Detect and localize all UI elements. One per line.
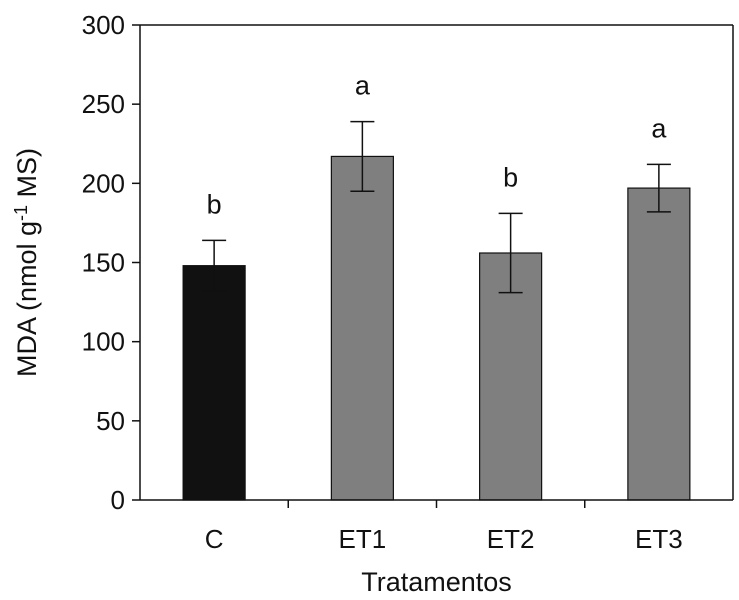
bar: [330, 155, 394, 501]
x-axis-ticks: C ET1 ET2 ET3: [205, 500, 683, 554]
significance-letter: b: [503, 162, 518, 192]
bar: [182, 265, 246, 501]
x-tick-label: ET1: [339, 524, 387, 554]
x-tick-label: C: [205, 524, 224, 554]
y-tick-label: 0: [111, 485, 125, 515]
y-axis-title-main: MDA (nmol g: [12, 221, 42, 377]
significance-letters: b a b a: [207, 71, 668, 220]
error-bars: [202, 120, 671, 294]
y-axis-title-superscript: -1: [11, 205, 31, 221]
y-tick-label: 250: [82, 89, 125, 119]
x-axis-title: Tratamentos: [361, 567, 512, 597]
bars: [182, 155, 691, 501]
y-tick-label: 150: [82, 248, 125, 278]
significance-letter: a: [355, 71, 371, 101]
significance-letter: a: [651, 113, 667, 143]
y-tick-label: 50: [96, 406, 125, 436]
y-tick-label: 100: [82, 327, 125, 357]
y-tick-label: 200: [82, 168, 125, 198]
significance-letter: b: [207, 189, 222, 219]
y-axis-title: MDA (nmol g-1 MS): [11, 148, 42, 377]
bar: [627, 187, 691, 501]
y-tick-label: 300: [82, 10, 125, 40]
y-axis-ticks: 0 50 100 150 200 250 300: [82, 10, 140, 515]
y-axis-title-suffix: MS): [12, 148, 42, 205]
x-tick-label: ET3: [635, 524, 683, 554]
x-tick-label: ET2: [487, 524, 535, 554]
